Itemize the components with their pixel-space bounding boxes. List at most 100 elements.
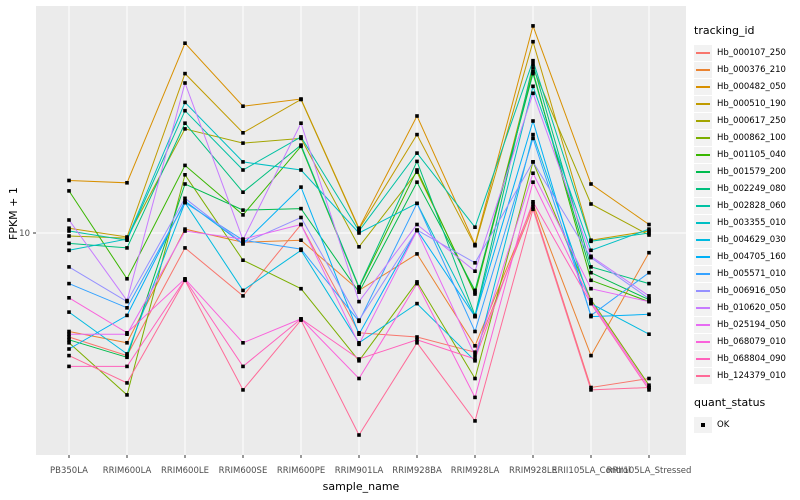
- data-point: [647, 227, 651, 231]
- data-point: [67, 226, 71, 230]
- legend-item-Hb_002249_080: Hb_002249_080: [694, 180, 798, 197]
- data-point: [241, 131, 245, 135]
- series-color-swatch: [696, 68, 710, 71]
- data-point: [67, 178, 71, 183]
- legend-label: Hb_068079_010: [717, 336, 786, 347]
- data-point: [589, 301, 593, 306]
- data-point: [589, 299, 593, 304]
- series-color-swatch: [696, 340, 710, 343]
- legend-title-tracking-id: tracking_id: [694, 24, 755, 37]
- data-point: [357, 245, 361, 249]
- data-point: [125, 246, 129, 250]
- legend-item-Hb_003355_010: Hb_003355_010: [694, 214, 798, 231]
- data-point: [299, 97, 303, 102]
- data-point: [415, 132, 419, 137]
- x-tick-label: RRII105LA_Stressed: [607, 466, 692, 476]
- data-point: [299, 215, 303, 220]
- x-tick-label: RRIM600LA: [103, 466, 152, 476]
- data-point: [67, 341, 71, 345]
- x-tick-label: RRIM928LA: [451, 466, 500, 476]
- data-point: [473, 376, 477, 381]
- data-point: [67, 329, 71, 334]
- data-point: [183, 127, 187, 131]
- data-point: [299, 247, 303, 251]
- data-point: [531, 91, 535, 96]
- data-point: [241, 241, 245, 246]
- data-point: [473, 243, 477, 248]
- black-square-marker-icon: [701, 422, 705, 427]
- series-color-swatch: [696, 170, 710, 173]
- legend-label: Hb_001105_040: [717, 149, 786, 160]
- data-point: [241, 104, 245, 108]
- data-point: [357, 342, 361, 347]
- data-point: [299, 206, 303, 211]
- legend-item-Hb_025194_050: Hb_025194_050: [694, 316, 798, 333]
- legend-key-line-icon: [694, 163, 712, 180]
- legend-item-quant-OK: OK: [694, 416, 798, 433]
- data-point: [415, 159, 419, 164]
- panel-content: [36, 6, 686, 455]
- data-point: [473, 225, 477, 229]
- data-point: [531, 207, 535, 212]
- series-color-swatch: [696, 119, 710, 122]
- data-point: [473, 344, 477, 348]
- data-point: [67, 296, 71, 300]
- data-point: [183, 121, 187, 125]
- legend-label: OK: [717, 419, 730, 430]
- data-point: [183, 229, 187, 233]
- data-point: [241, 258, 245, 262]
- legend-key-line-icon: [694, 129, 712, 146]
- data-point: [183, 163, 187, 168]
- data-point: [589, 248, 593, 253]
- x-tick-label: RRII105LA_Control: [552, 466, 631, 476]
- legend-key-line-icon: [694, 112, 712, 129]
- data-point: [589, 385, 593, 390]
- data-point: [183, 71, 187, 76]
- legend-key-line-icon: [694, 265, 712, 282]
- data-point: [357, 227, 361, 231]
- data-point: [531, 69, 535, 74]
- legend-item-Hb_000107_250: Hb_000107_250: [694, 44, 798, 61]
- legend-key-line-icon: [694, 248, 712, 265]
- data-point: [183, 100, 187, 105]
- data-point: [589, 254, 593, 259]
- data-point: [67, 347, 71, 351]
- data-point: [183, 182, 187, 186]
- legend-item-Hb_005571_010: Hb_005571_010: [694, 265, 798, 282]
- data-point: [357, 285, 361, 289]
- data-point: [647, 281, 651, 286]
- data-point: [473, 314, 477, 319]
- data-point: [647, 296, 651, 301]
- legend-key-line-icon: [694, 78, 712, 95]
- legend-item-Hb_068079_010: Hb_068079_010: [694, 333, 798, 350]
- legend-item-Hb_124379_010: Hb_124379_010: [694, 367, 798, 384]
- series-color-swatch: [696, 204, 710, 207]
- data-point: [415, 114, 419, 118]
- data-point: [415, 341, 419, 345]
- legend-label: Hb_004629_030: [717, 234, 786, 245]
- data-point: [241, 168, 245, 172]
- legend-label: Hb_003355_010: [717, 217, 786, 228]
- legend-item-Hb_001105_040: Hb_001105_040: [694, 146, 798, 163]
- data-point: [67, 265, 71, 269]
- data-point: [647, 312, 651, 317]
- data-point: [531, 200, 535, 204]
- data-point: [589, 270, 593, 275]
- data-point: [67, 338, 71, 342]
- data-point: [357, 332, 361, 336]
- data-point: [357, 376, 361, 381]
- legend-key-line-icon: [694, 197, 712, 214]
- data-point: [125, 237, 129, 241]
- series-color-swatch: [696, 357, 710, 360]
- data-point: [125, 181, 129, 185]
- data-point: [241, 341, 245, 345]
- legend-label: Hb_000862_100: [717, 132, 786, 143]
- data-point: [357, 357, 361, 361]
- series-color-swatch: [696, 323, 710, 326]
- series-color-swatch: [696, 153, 710, 156]
- y-tick-label: 10: [19, 229, 30, 239]
- legend-label: Hb_005571_010: [717, 268, 786, 279]
- data-point: [415, 338, 419, 342]
- data-point: [67, 335, 71, 339]
- legend-label: Hb_025194_050: [717, 319, 786, 330]
